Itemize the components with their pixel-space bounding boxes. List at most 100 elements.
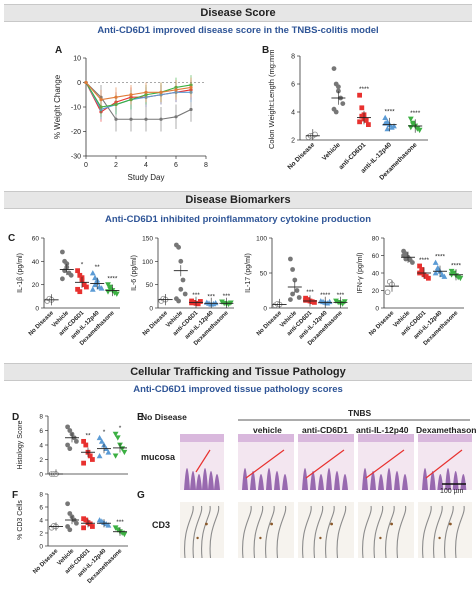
mucosa-marker-line — [425, 449, 463, 479]
panel-letter-g: G — [137, 490, 145, 501]
cd3-image-1 — [238, 502, 294, 559]
mucosa-crypt — [318, 474, 324, 490]
point-chartF — [83, 517, 89, 523]
point-chartD — [112, 453, 119, 459]
mucosa-crypt — [394, 471, 400, 490]
ytick-label-a: 10 — [73, 56, 81, 63]
ylabel-chartC1: IL-1β (pg/ml) — [17, 253, 24, 293]
cd3-positive-cell — [319, 536, 322, 540]
point-chartD — [98, 438, 105, 444]
point-a — [144, 117, 148, 121]
ylabel-chartC4: IFN-γ (pg/ml) — [357, 253, 364, 294]
point-a — [189, 107, 193, 112]
xtick-label-chartB: No Disease — [286, 141, 316, 171]
point-chartC3 — [341, 299, 348, 305]
point-chartC1 — [98, 285, 105, 291]
ylabel-a: % Weight Change — [53, 74, 62, 139]
point-chartD — [67, 428, 73, 433]
cd3-crypt — [373, 505, 384, 559]
point-chartC1 — [77, 289, 83, 295]
point-chartC2 — [198, 299, 203, 304]
significance-chartB: **** — [410, 110, 421, 117]
cd3-crypt — [184, 505, 194, 559]
point-a — [129, 93, 133, 97]
point-chartC3 — [288, 256, 293, 262]
xtick-label-a: 0 — [84, 162, 88, 169]
histology-panel — [180, 419, 472, 559]
mucosa-surface — [358, 434, 414, 442]
ytick-label-chartC4: 80 — [372, 236, 380, 243]
ytick-label-chartC2: 150 — [142, 236, 153, 243]
xtick-label-chartF: No Disease — [32, 548, 60, 576]
point-chartC2 — [178, 286, 184, 292]
point-chartC3 — [294, 288, 300, 293]
point-chartC3 — [296, 295, 302, 300]
significance-chartC1: **** — [107, 276, 118, 283]
ytick-label-chartC4: 0 — [375, 306, 379, 313]
cd3-crypt — [362, 505, 372, 559]
xtick-label-a: 8 — [204, 162, 208, 169]
point-chartC3 — [288, 297, 293, 302]
significance-chartC4: **** — [435, 254, 446, 261]
significance-chartC3: *** — [306, 289, 314, 296]
cd3-positive-cell — [259, 536, 262, 540]
histo-row-cd3: CD3 — [152, 520, 171, 530]
section-header-disease-score: Disease Score — [4, 4, 472, 22]
histo-header-dexa: Dexamethasone — [416, 425, 476, 435]
point-chartD — [96, 434, 103, 441]
histo-header-il12p40: anti-IL-12p40 — [356, 425, 409, 435]
point-chartC2 — [176, 244, 181, 250]
point-chartB — [357, 92, 362, 98]
point-chartD — [87, 453, 93, 459]
mucosa-crypt — [202, 468, 208, 490]
ytick-label-a: -10 — [71, 105, 81, 112]
mucosa-crypt — [437, 474, 444, 490]
point-chartC2 — [212, 299, 219, 306]
point-chartD — [112, 431, 119, 438]
significance-chartD: * — [119, 425, 122, 432]
point-chartB — [382, 114, 389, 120]
significance-chartF: *** — [116, 519, 124, 526]
point-chartB — [410, 122, 416, 128]
point-chartF — [87, 521, 93, 527]
subtitle-biomarkers: Anti-CD6D1 inhibited proinflammatory cyt… — [104, 214, 371, 225]
point-a — [174, 115, 178, 119]
point-chartC3 — [303, 297, 308, 303]
series-line-a-2 — [85, 82, 191, 111]
point-chartD — [114, 435, 121, 441]
ytick-label-chartC1: 20 — [32, 282, 40, 289]
point-chartC1 — [107, 286, 114, 293]
cd3-positive-cell — [205, 522, 208, 526]
mucosa-crypt — [362, 468, 368, 490]
point-chartD — [90, 457, 95, 462]
point-chartB — [359, 113, 365, 119]
significance-chartC3: **** — [320, 292, 331, 299]
mucosa-crypt — [242, 468, 248, 490]
histo-header-vehicle: vehicle — [253, 425, 282, 435]
point-chartC1 — [84, 284, 89, 290]
point-chartC4 — [403, 256, 409, 262]
cd3-crypt — [444, 505, 454, 559]
panel-letter-c: C — [8, 233, 16, 244]
cd3-crypt — [422, 505, 432, 559]
point-chartC2 — [180, 277, 186, 283]
point-chartF — [121, 531, 128, 538]
xtick-label-chartC4: No Disease — [368, 310, 396, 338]
significance-chartB: **** — [385, 109, 396, 116]
point-chartB — [336, 84, 341, 90]
point-a — [174, 88, 178, 92]
point-chartC2 — [182, 291, 188, 297]
series-line-a-4 — [85, 82, 192, 101]
mucosa-crypt — [386, 468, 392, 490]
mucosa-image-3 — [358, 434, 414, 490]
cd3-image-0 — [180, 502, 224, 559]
cd3-crypt — [433, 505, 443, 559]
mucosa-crypt — [250, 471, 256, 490]
cd3-positive-cell — [390, 522, 393, 526]
section-header-pathology: Cellular Trafficking and Tissue Patholog… — [4, 363, 472, 381]
point-chartC1 — [89, 270, 96, 276]
point-chartF — [67, 527, 73, 533]
